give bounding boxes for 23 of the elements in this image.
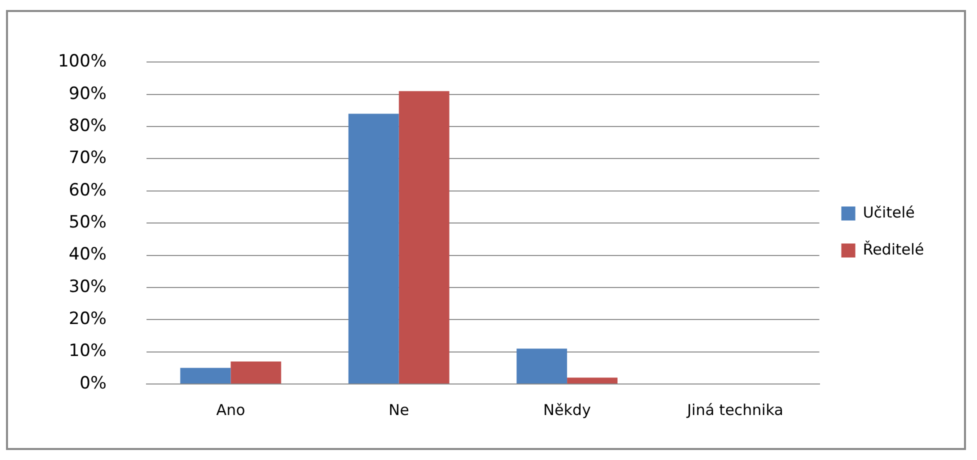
bar xyxy=(348,114,399,384)
y-tick-label: 100% xyxy=(58,52,107,72)
bar xyxy=(398,91,450,384)
x-tick-label: Někdy xyxy=(543,400,591,419)
y-tick-label: 60% xyxy=(68,180,107,200)
y-tick-label: 50% xyxy=(68,212,107,233)
x-tick-label: Ne xyxy=(388,400,410,419)
legend-label: Učitelé xyxy=(862,203,915,222)
y-tick-label: 40% xyxy=(68,244,107,265)
bar xyxy=(567,378,618,384)
bar xyxy=(516,348,568,384)
y-tick-label: 20% xyxy=(68,309,107,330)
y-tick-label: 30% xyxy=(68,276,107,297)
x-tick-label: Jiná technika xyxy=(686,400,784,419)
x-tick-label: Ano xyxy=(216,400,246,419)
y-tick-label: 0% xyxy=(80,373,107,394)
bar xyxy=(230,361,282,384)
bar xyxy=(180,368,231,384)
legend-label: Ředitelé xyxy=(862,240,924,258)
y-tick-label: 70% xyxy=(68,148,107,168)
y-tick-label: 10% xyxy=(68,341,107,362)
y-tick-label: 80% xyxy=(68,116,107,136)
y-tick-label: 90% xyxy=(68,84,107,104)
